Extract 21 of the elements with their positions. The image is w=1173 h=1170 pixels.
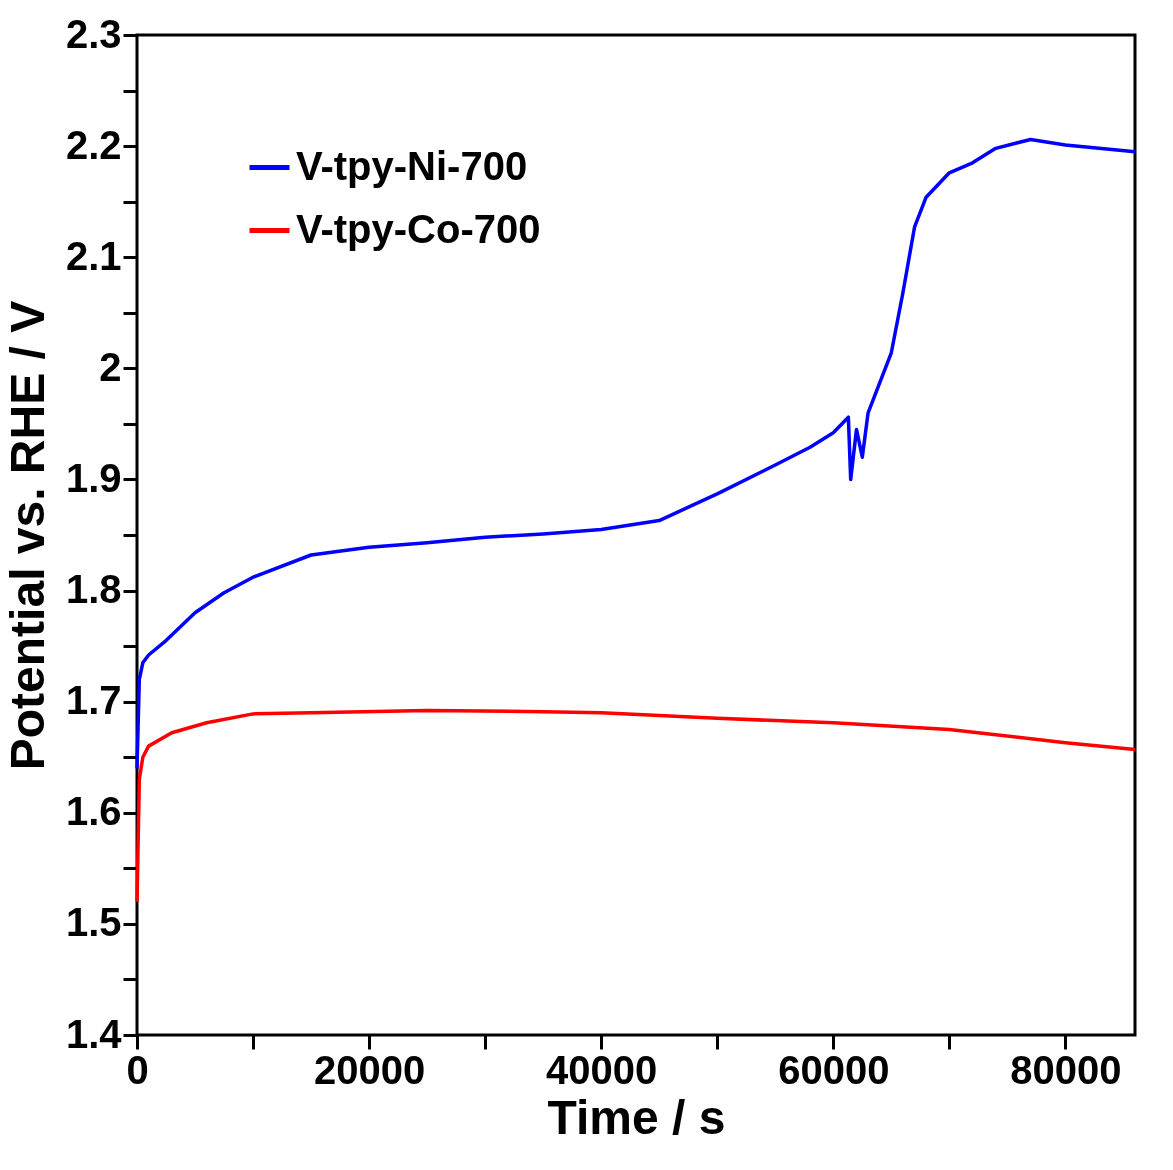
- y-tick-label: 1.8: [65, 567, 122, 612]
- legend-label: V-tpy-Co-700: [296, 206, 541, 251]
- y-tick-label: 2.2: [65, 122, 122, 167]
- y-axis-title: Potential vs. RHE / V: [0, 300, 54, 771]
- y-tick-label: 2.3: [65, 11, 122, 56]
- y-tick-label: 1.4: [65, 1011, 123, 1056]
- legend-label: V-tpy-Ni-700: [296, 143, 528, 188]
- line-series: [135, 137, 1137, 771]
- y-tick-label: 1.7: [65, 678, 122, 723]
- x-tick-label: 0: [126, 1047, 149, 1092]
- y-tick-label: 1.9: [65, 455, 122, 500]
- y-tick-label: 2.1: [65, 233, 122, 278]
- x-axis-title: Time / s: [547, 1090, 726, 1144]
- x-tick-label: 20000: [313, 1047, 426, 1092]
- y-tick-label: 1.5: [65, 900, 122, 945]
- x-tick-label: 60000: [778, 1047, 890, 1092]
- y-tick-label: 2: [99, 344, 122, 389]
- line-series: [135, 708, 1137, 904]
- y-tick-label: 1.6: [65, 789, 122, 834]
- x-tick-label: 40000: [546, 1047, 658, 1092]
- x-tick-label: 80000: [1010, 1047, 1122, 1092]
